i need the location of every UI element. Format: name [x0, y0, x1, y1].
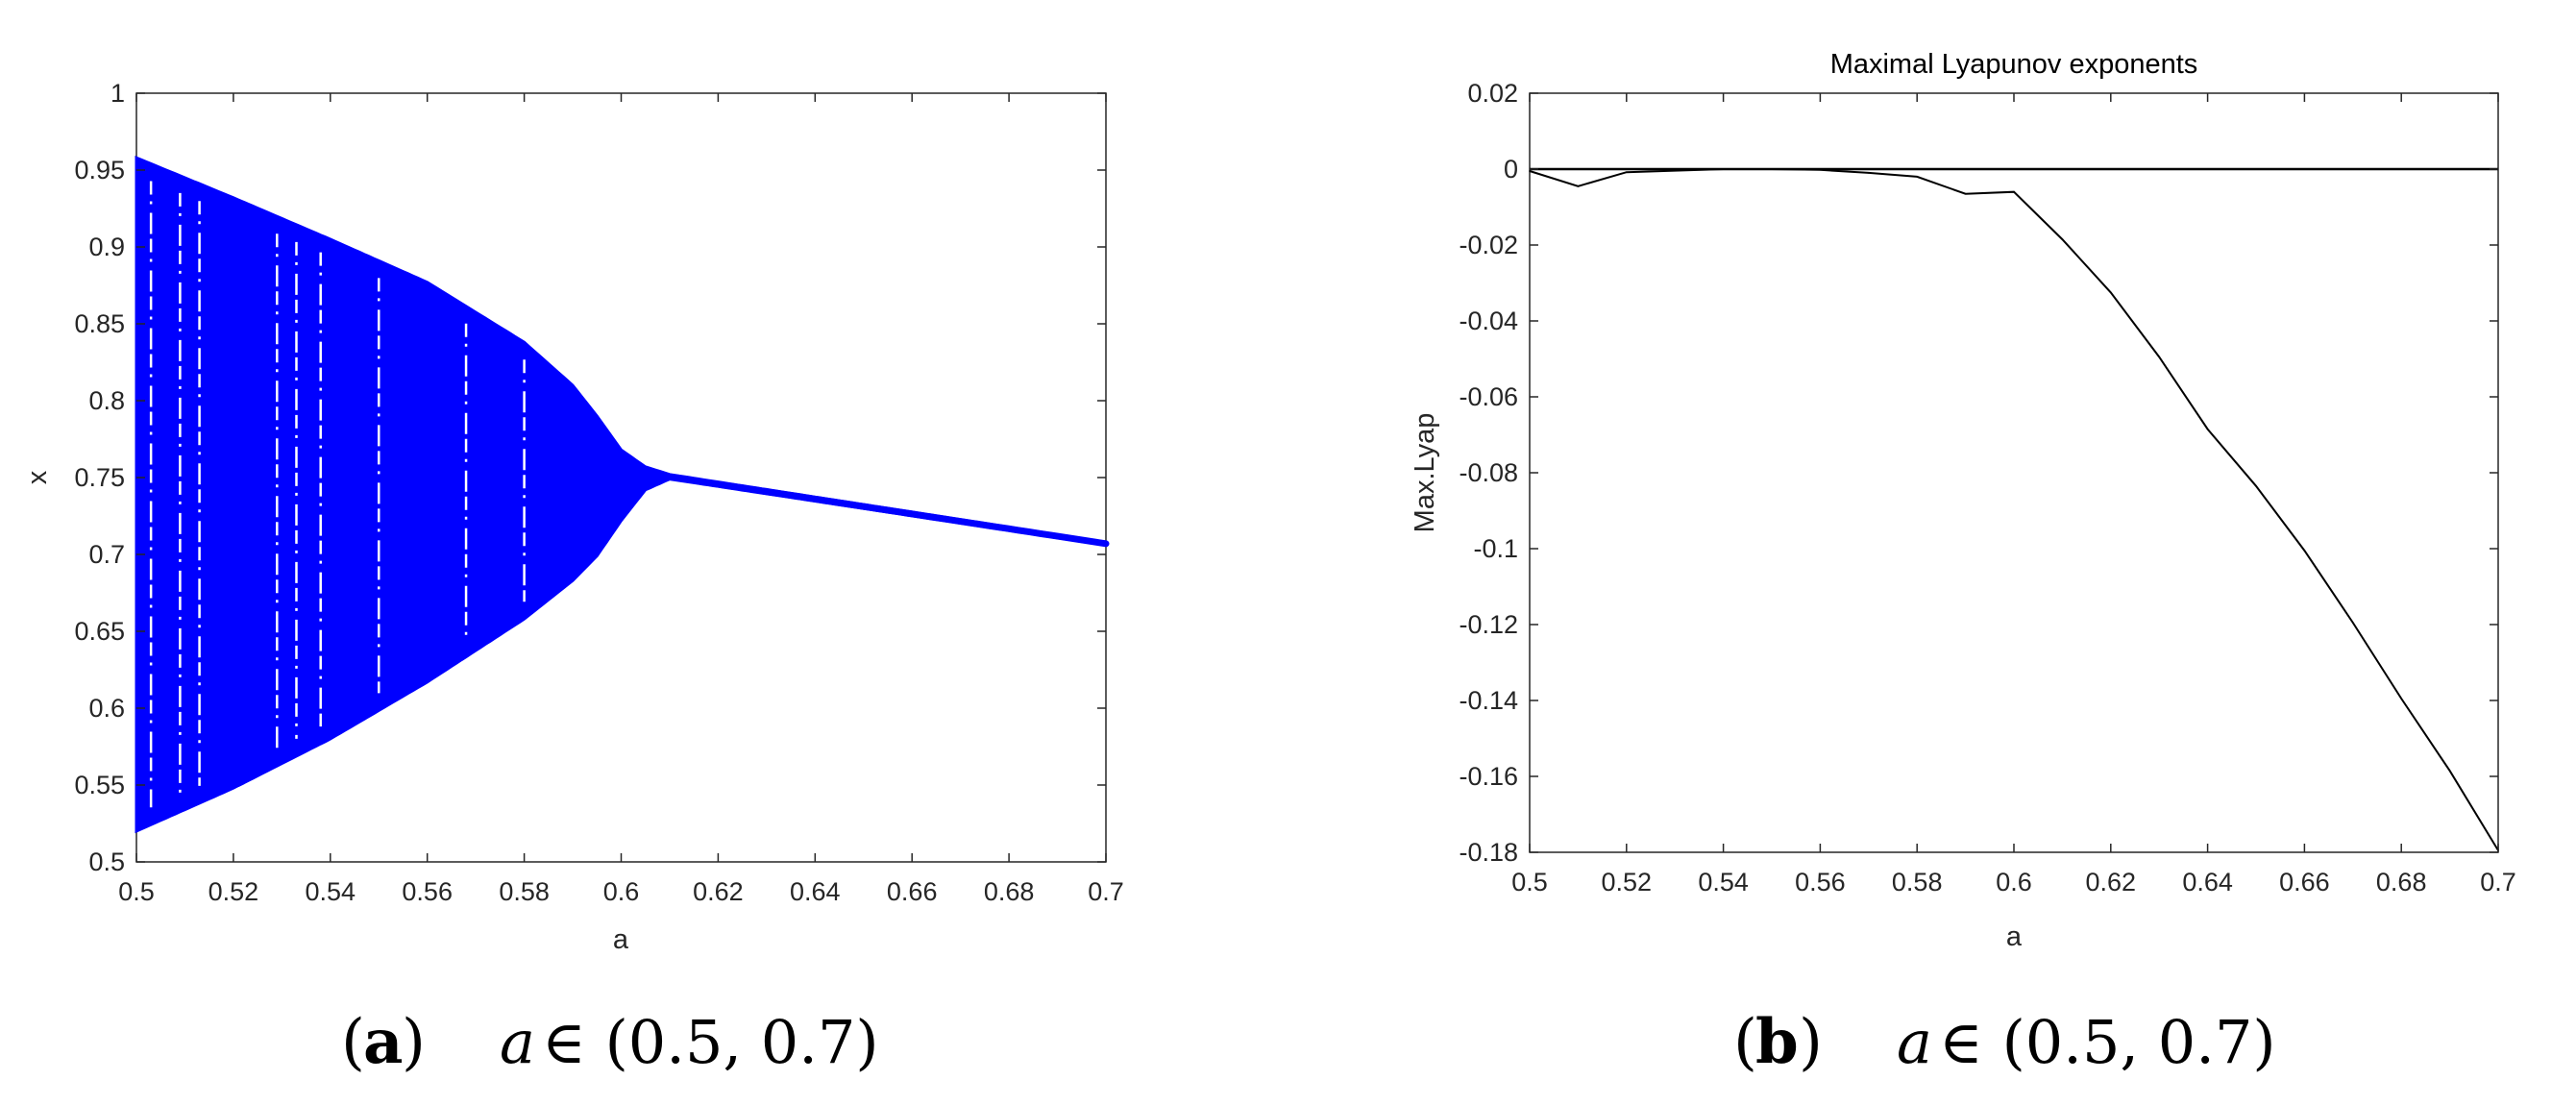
lyapunov-y-tick-label: 0.02: [1467, 79, 1518, 108]
lyapunov-point: [2303, 550, 2306, 552]
lyapunov-point: [1964, 192, 1967, 195]
bifurcation-y-tick-label: 0.8: [88, 386, 125, 415]
caption-b-close-paren: ): [1799, 1007, 1823, 1078]
lyapunov-point: [2352, 622, 2354, 624]
lyapunov-point: [1916, 176, 1918, 178]
lyapunov-point: [1529, 170, 1531, 172]
bifurcation-y-tick-label: 0.9: [88, 233, 125, 261]
lyapunov-y-tick-label: -0.18: [1459, 838, 1518, 867]
lyapunov-point: [2400, 698, 2402, 700]
caption-b-open-paren: (: [1733, 1007, 1757, 1078]
lyapunov-x-tick-label: 0.54: [1698, 868, 1749, 896]
lyapunov-x-tick-label: 0.68: [2376, 868, 2427, 896]
bifurcation-x-tick-label: 0.6: [603, 877, 640, 906]
lyapunov-x-tick-label: 0.62: [2086, 868, 2137, 896]
bifurcation-x-tick-label: 0.56: [402, 877, 453, 906]
bifurcation-y-tick-label: 0.5: [88, 847, 125, 876]
lyapunov-point: [2158, 356, 2160, 358]
lyapunov-series: [1529, 167, 2499, 851]
lyapunov-plot-area: [1529, 92, 2499, 853]
lyapunov-x-tick-label: 0.64: [2182, 868, 2233, 896]
bifurcation-y-tick-label: 0.95: [74, 156, 125, 184]
caption-a-variable: a: [500, 1007, 535, 1077]
lyapunov-ticks: 0.5 0.52 0.54 0.56 0.58 0.6 0.62 0.64 0.66 0.68 0.…: [1459, 79, 2515, 896]
lyapunov-x-tick-label: 0.52: [1602, 868, 1653, 896]
caption-b: ( b ) a ∈ (0.5, 0.7): [1733, 1006, 2276, 1078]
lyapunov-panel: Maximal Lyapunov exponents 0.5 0.52 0.54 0.…: [1410, 49, 2516, 952]
caption-b-relation: ∈ (0.5, 0.7): [1939, 1007, 2276, 1077]
lyapunov-point: [1868, 172, 1870, 174]
bifurcation-panel: 0.5 0.52 0.54 0.56 0.58 0.6 0.62 0.64 0.66 0.68 0.…: [22, 79, 1124, 955]
lyapunov-x-tick-label: 0.58: [1892, 868, 1943, 896]
lyapunov-y-tick-label: -0.02: [1459, 231, 1518, 259]
lyapunov-x-tick-label: 0.6: [1996, 868, 2032, 896]
bifurcation-bands: [135, 155, 1110, 834]
caption-b-letter: b: [1755, 1006, 1799, 1078]
lyapunov-point: [2255, 485, 2257, 487]
caption-a-relation: ∈ (0.5, 0.7): [542, 1007, 879, 1077]
lyapunov-y-axis-label: Max.Lyap: [1410, 413, 1440, 533]
lyapunov-y-tick-label: -0.16: [1459, 762, 1518, 791]
bifurcation-y-tick-label: 0.65: [74, 617, 125, 646]
lyapunov-x-tick-label: 0.66: [2279, 868, 2330, 896]
bifurcation-x-tick-label: 0.62: [693, 877, 744, 906]
bifurcation-y-tick-label: 0.6: [88, 694, 125, 723]
bifurcation-y-axis-label: x: [22, 470, 53, 484]
bifurcation-y-tick-label: 1: [110, 79, 125, 108]
lyapunov-point: [2061, 238, 2064, 240]
bifurcation-y-tick-label: 0.75: [74, 463, 125, 492]
caption-a-letter: a: [363, 1006, 403, 1078]
lyapunov-point: [1577, 185, 1580, 187]
bifurcation-x-tick-label: 0.5: [118, 877, 155, 906]
bifurcation-x-axis-label: a: [613, 924, 629, 955]
lyapunov-y-tick-label: -0.12: [1459, 610, 1518, 639]
lyapunov-x-tick-label: 0.56: [1795, 868, 1846, 896]
lyapunov-x-tick-label: 0.7: [2480, 868, 2516, 896]
lyapunov-x-axis-label: a: [2006, 921, 2023, 952]
lyapunov-y-tick-label: 0: [1504, 155, 1518, 184]
lyapunov-y-tick-label: -0.14: [1459, 686, 1518, 715]
bifurcation-x-tick-label: 0.68: [984, 877, 1035, 906]
lyapunov-x-tick-label: 0.5: [1511, 868, 1548, 896]
bifurcation-ticks: 0.5 0.52 0.54 0.56 0.58 0.6 0.62 0.64 0.66 0.68 0.…: [74, 79, 1123, 906]
bifurcation-stable-branch: [666, 473, 1110, 548]
lyapunov-point: [2013, 190, 2015, 193]
lyapunov-point: [2110, 291, 2112, 294]
lyapunov-y-tick-label: -0.04: [1459, 307, 1518, 335]
bifurcation-x-tick-label: 0.54: [306, 877, 356, 906]
bifurcation-x-tick-label: 0.66: [887, 877, 938, 906]
bifurcation-x-tick-label: 0.64: [790, 877, 841, 906]
bifurcation-y-tick-label: 0.85: [74, 309, 125, 338]
bifurcation-x-tick-label: 0.7: [1088, 877, 1124, 906]
lyapunov-chart-title: Maximal Lyapunov exponents: [1830, 49, 2198, 80]
lyapunov-y-tick-label: -0.06: [1459, 382, 1518, 411]
caption-a-open-paren: (: [341, 1007, 365, 1078]
caption-b-variable: a: [1897, 1007, 1932, 1077]
lyapunov-y-tick-label: -0.1: [1473, 534, 1518, 563]
lyapunov-y-tick-label: -0.08: [1459, 458, 1518, 487]
lyapunov-point: [2448, 770, 2451, 772]
caption-a-close-paren: ): [402, 1007, 426, 1078]
caption-a: ( a ) a ∈ (0.5, 0.7): [341, 1006, 879, 1078]
bifurcation-x-tick-label: 0.52: [209, 877, 259, 906]
bifurcation-y-tick-label: 0.7: [88, 540, 125, 569]
bifurcation-y-tick-label: 0.55: [74, 771, 125, 799]
lyapunov-point: [2206, 428, 2209, 430]
lyapunov-point: [1626, 171, 1628, 173]
bifurcation-x-tick-label: 0.58: [499, 877, 550, 906]
